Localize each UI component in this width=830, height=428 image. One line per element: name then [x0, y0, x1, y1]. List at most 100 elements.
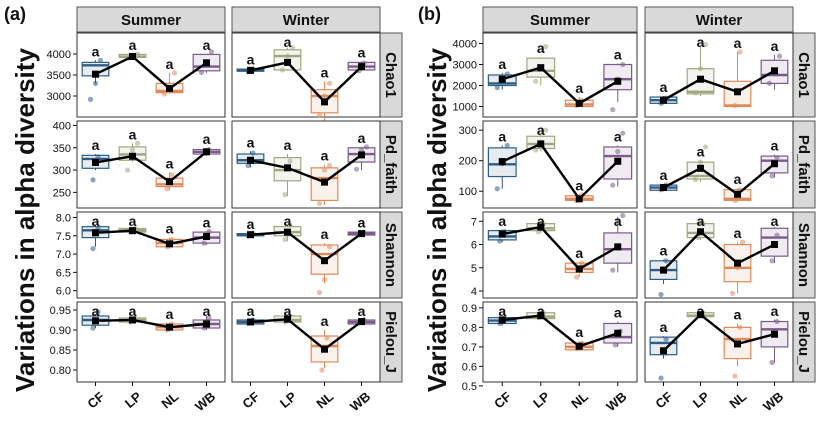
data-point	[326, 80, 333, 86]
y-tick-label: 300	[459, 125, 477, 137]
significance-letter: a	[203, 214, 211, 230]
mean-marker	[660, 347, 667, 355]
mean-marker	[614, 157, 622, 165]
significance-letter: a	[614, 128, 622, 144]
significance-letter: a	[166, 56, 174, 72]
significance-letter: a	[284, 137, 292, 153]
data-point	[533, 78, 539, 84]
y-tick-label: 200	[459, 156, 477, 168]
data-point	[620, 130, 626, 136]
significance-letter: a	[660, 319, 668, 335]
data-point	[90, 325, 96, 331]
y-tick-label: 7	[471, 216, 477, 228]
mean-trend-line	[501, 142, 619, 201]
data-point	[702, 41, 709, 48]
significance-letter: a	[498, 128, 506, 144]
significance-letter: a	[734, 306, 742, 322]
mean-marker	[203, 59, 210, 67]
significance-letter: a	[284, 213, 292, 229]
data-point	[279, 67, 286, 73]
data-point	[700, 221, 706, 227]
panel-label-b: (b)	[418, 4, 441, 24]
mean-marker	[575, 99, 583, 107]
significance-letter: a	[537, 213, 545, 229]
significance-letter: a	[321, 148, 329, 164]
y-tick-label: 0.80	[50, 365, 71, 377]
data-point	[504, 71, 510, 77]
mean-marker	[771, 241, 778, 249]
y-tick-label: 3000	[453, 60, 477, 72]
mean-marker	[203, 233, 210, 241]
mean-trend-line	[95, 150, 208, 184]
data-point	[732, 197, 738, 203]
data-point	[504, 142, 510, 149]
box-cf	[649, 336, 678, 356]
y-tick-label: 5	[471, 263, 477, 275]
mean-marker	[660, 184, 667, 192]
x-tick-label-cf: CF	[84, 389, 107, 412]
strip-winter-label: Winter	[283, 12, 330, 29]
mean-marker	[166, 240, 173, 248]
significance-letter: a	[537, 303, 545, 319]
x-tick-label-wb: WB	[760, 389, 786, 414]
data-point	[610, 267, 616, 273]
data-point	[766, 80, 773, 86]
mean-marker	[284, 58, 291, 66]
mean-trend-line	[250, 230, 363, 263]
facet-frame	[644, 120, 794, 209]
mean-marker	[660, 96, 667, 104]
mean-marker	[92, 317, 99, 325]
mean-marker	[321, 98, 328, 106]
data-point	[494, 186, 500, 192]
x-tick-label-lp: LP	[530, 389, 553, 411]
strip-pielou_j-label: Pielou_J	[382, 311, 399, 373]
mean-marker	[129, 53, 136, 61]
mean-marker	[166, 84, 173, 92]
data-point	[201, 240, 207, 246]
data-point	[87, 96, 94, 102]
data-point	[543, 44, 549, 50]
x-tick-label-lp: LP	[122, 389, 145, 411]
mean-marker	[660, 266, 667, 274]
mean-marker	[247, 66, 254, 74]
data-point	[574, 274, 580, 280]
data-point	[769, 258, 775, 264]
strip-pd_faith-label: Pd_faith	[795, 135, 812, 194]
data-point	[124, 167, 131, 173]
mean-marker	[129, 152, 136, 160]
strip-chao1-label: Chao1	[795, 52, 812, 98]
mean-marker	[129, 227, 136, 235]
significance-letter: a	[771, 303, 779, 319]
y-axis-label-b: Variations in alpha diversity	[422, 48, 452, 392]
y-tick-label: 350	[53, 143, 71, 155]
data-point	[702, 144, 709, 150]
mean-marker	[575, 342, 583, 350]
data-point	[169, 171, 175, 178]
significance-letter: a	[92, 137, 100, 153]
significance-letter: a	[203, 37, 211, 53]
data-point	[774, 318, 780, 325]
x-tick-label-cf: CF	[239, 389, 262, 412]
x-tick-label-nl: NL	[158, 389, 181, 412]
data-point	[612, 342, 618, 348]
mean-marker	[129, 316, 136, 324]
y-tick-label: 6.5	[56, 267, 71, 279]
significance-letter: a	[247, 216, 255, 232]
x-tick-label-lp: LP	[277, 389, 300, 411]
significance-letter: a	[247, 134, 255, 150]
mean-marker	[697, 164, 704, 172]
y-axis-label-a: Variations in alpha diversity	[10, 48, 40, 392]
data-point	[692, 90, 699, 96]
data-point	[729, 290, 736, 296]
mean-trend-line	[250, 317, 363, 351]
data-point	[732, 102, 738, 109]
mean-marker	[284, 228, 291, 236]
significance-letter: a	[166, 306, 174, 322]
significance-letter: a	[575, 177, 583, 193]
significance-letter: a	[575, 80, 583, 96]
significance-letter: a	[92, 303, 100, 319]
data-point	[353, 166, 360, 172]
y-tick-label: 0.5	[462, 381, 477, 393]
data-point	[663, 336, 669, 342]
strip-summer-label: Summer	[530, 12, 590, 29]
